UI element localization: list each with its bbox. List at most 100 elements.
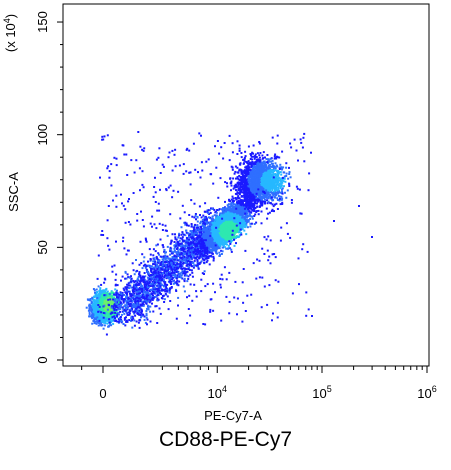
event-dot	[183, 277, 186, 280]
event-dot	[187, 232, 190, 235]
event-dot	[196, 255, 199, 258]
event-dot	[117, 318, 120, 321]
event-dot	[107, 299, 110, 302]
event-dot	[144, 266, 147, 269]
event-dot	[184, 272, 187, 275]
event-dot	[99, 301, 102, 304]
event-dot	[122, 301, 125, 304]
event-dot	[134, 297, 137, 300]
event-dot	[206, 209, 209, 212]
event-dot	[176, 282, 179, 285]
event-dot	[159, 287, 162, 290]
event-dot	[121, 297, 123, 300]
event-dot	[200, 249, 203, 251]
event-dot	[156, 264, 159, 266]
event-dot	[113, 309, 116, 312]
event-dot	[131, 300, 134, 302]
event-dot	[194, 213, 197, 215]
event-dot	[108, 302, 110, 305]
event-dot	[106, 291, 109, 294]
event-dot	[247, 206, 250, 209]
event-dot	[166, 255, 169, 258]
event-dot	[135, 304, 138, 307]
event-dot	[112, 313, 115, 316]
event-dot	[100, 306, 102, 309]
event-dot	[128, 276, 131, 279]
event-dot	[153, 288, 156, 291]
event-dot	[189, 262, 192, 265]
event-dot	[93, 296, 96, 299]
event-dot	[144, 321, 147, 324]
event-dot	[155, 255, 158, 258]
event-dot	[196, 220, 199, 223]
event-dot	[192, 234, 195, 237]
event-dot	[145, 268, 148, 271]
event-dot	[99, 314, 102, 317]
event-dot	[131, 318, 133, 321]
event-dot	[142, 297, 145, 300]
event-dot	[145, 312, 148, 315]
event-dot	[201, 257, 204, 260]
event-dot	[156, 289, 159, 292]
event-dot	[157, 293, 159, 296]
event-dot	[190, 231, 193, 234]
event-dot	[133, 281, 136, 284]
event-dot	[166, 263, 169, 266]
event-dot	[139, 287, 142, 290]
event-dot	[107, 307, 110, 310]
event-dot	[178, 280, 181, 283]
event-dot	[120, 318, 123, 321]
event-dot	[132, 298, 135, 301]
event-dot	[202, 252, 205, 255]
event-dot	[194, 229, 197, 232]
event-dot	[133, 312, 136, 315]
event-dot	[180, 265, 183, 268]
event-dot	[174, 245, 177, 248]
event-dot	[183, 253, 186, 256]
event-dot	[193, 238, 196, 240]
event-dot	[197, 262, 200, 265]
event-dot	[101, 291, 104, 294]
event-dot	[101, 317, 104, 320]
event-dot	[211, 208, 214, 210]
event-dot	[101, 306, 104, 309]
event-dot	[97, 285, 100, 288]
event-dot	[147, 299, 149, 302]
event-dot	[188, 253, 190, 256]
event-dot	[108, 293, 111, 296]
event-dot	[99, 291, 102, 294]
event-dot	[135, 307, 138, 310]
event-dot	[133, 292, 136, 295]
event-dot	[91, 313, 94, 316]
event-dot	[172, 266, 175, 269]
event-dot	[174, 246, 177, 249]
event-dot	[140, 284, 143, 287]
event-dot	[226, 240, 229, 243]
event-dot	[189, 245, 192, 248]
event-dot	[125, 295, 128, 298]
event-dot	[124, 324, 127, 327]
event-dot	[93, 312, 96, 315]
event-dot	[163, 285, 166, 288]
event-dot	[92, 288, 95, 290]
event-dot	[142, 291, 145, 294]
event-dot	[95, 299, 98, 302]
event-dot	[191, 271, 194, 274]
event-dot	[175, 261, 178, 264]
event-dot	[147, 306, 150, 309]
event-dot	[121, 306, 124, 309]
event-dot	[210, 207, 212, 210]
event-dot	[192, 229, 195, 232]
event-dot	[145, 280, 148, 283]
event-dot	[152, 275, 155, 278]
event-dot	[181, 232, 184, 235]
event-dot	[156, 257, 159, 260]
event-dot	[124, 277, 127, 280]
event-dot	[139, 298, 142, 301]
event-dot	[197, 267, 200, 270]
event-dot	[104, 297, 107, 300]
event-dot	[105, 304, 108, 306]
event-dot	[133, 290, 136, 293]
event-dot	[120, 279, 122, 282]
event-dot	[117, 308, 120, 311]
